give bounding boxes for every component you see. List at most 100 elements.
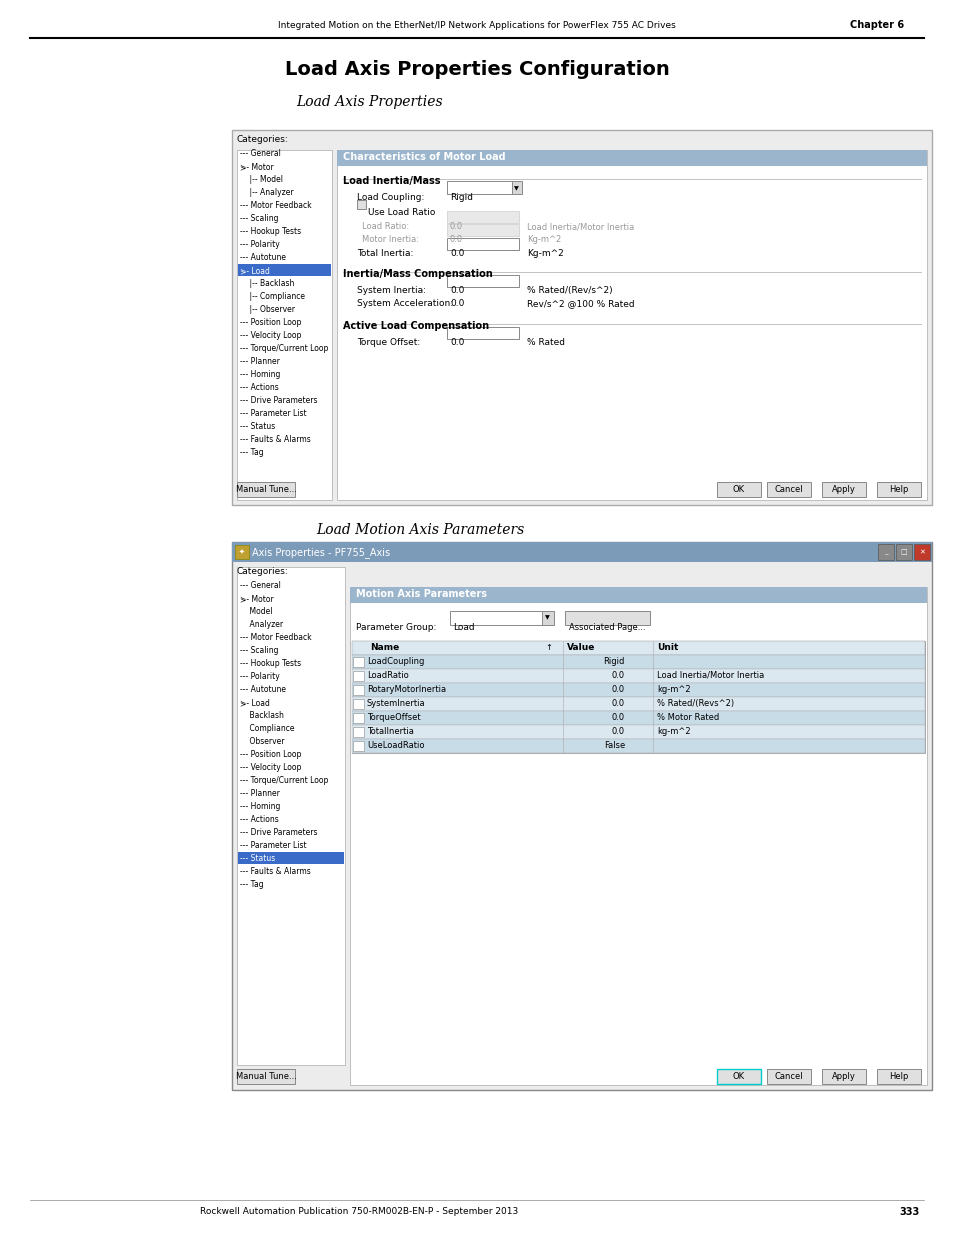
Bar xyxy=(232,130,931,505)
Text: --- Homing: --- Homing xyxy=(240,370,280,379)
Bar xyxy=(717,482,760,496)
Text: Load Motion Axis Parameters: Load Motion Axis Parameters xyxy=(315,522,523,537)
Bar xyxy=(352,739,924,753)
Text: --- Motor Feedback: --- Motor Feedback xyxy=(240,634,312,642)
Text: ▼: ▼ xyxy=(544,615,549,620)
Bar xyxy=(821,482,865,496)
Bar xyxy=(717,1070,760,1084)
Text: --- Velocity Loop: --- Velocity Loop xyxy=(240,763,301,772)
Text: 0.0: 0.0 xyxy=(450,235,462,245)
Text: --- Hookup Tests: --- Hookup Tests xyxy=(240,659,301,668)
Bar xyxy=(353,741,364,751)
Bar xyxy=(352,697,924,711)
Bar xyxy=(236,567,345,1065)
Text: --- Status: --- Status xyxy=(240,422,275,431)
Text: Chapter 6: Chapter 6 xyxy=(849,20,903,30)
Bar xyxy=(447,327,518,338)
Text: ⋟- Load: ⋟- Load xyxy=(240,698,270,706)
Text: % Motor Rated: % Motor Rated xyxy=(657,713,719,722)
Text: --- Drive Parameters: --- Drive Parameters xyxy=(240,396,317,405)
Text: Parameter Group:: Parameter Group: xyxy=(355,622,436,632)
Text: Load Coupling:: Load Coupling: xyxy=(356,193,424,203)
Text: TotalInertia: TotalInertia xyxy=(367,727,414,736)
Text: Use Load Ratio: Use Load Ratio xyxy=(368,207,435,217)
Text: Integrated Motion on the EtherNet/IP Network Applications for PowerFlex 755 AC D: Integrated Motion on the EtherNet/IP Net… xyxy=(278,21,675,30)
Text: False: False xyxy=(603,741,624,750)
Text: Cancel: Cancel xyxy=(774,485,802,494)
Text: ⋟- Motor: ⋟- Motor xyxy=(240,594,274,603)
Text: % Rated: % Rated xyxy=(526,338,564,347)
Bar xyxy=(821,1070,865,1084)
Bar xyxy=(447,182,518,194)
Bar xyxy=(336,149,926,500)
Text: Associated Page...: Associated Page... xyxy=(568,622,644,632)
Bar xyxy=(353,685,364,695)
Text: Name: Name xyxy=(370,643,399,652)
Text: 0.0: 0.0 xyxy=(450,249,464,258)
Bar xyxy=(564,611,649,625)
Text: Motor Inertia:: Motor Inertia: xyxy=(361,235,418,245)
Text: |-- Compliance: |-- Compliance xyxy=(240,291,305,301)
Text: Backlash: Backlash xyxy=(240,711,284,720)
Text: Analyzer: Analyzer xyxy=(240,620,283,629)
Text: 0.0: 0.0 xyxy=(611,713,624,722)
Text: Help: Help xyxy=(888,485,908,494)
Text: _: _ xyxy=(883,550,887,555)
Bar xyxy=(356,200,366,209)
Text: 0.0: 0.0 xyxy=(611,671,624,680)
Bar xyxy=(876,482,920,496)
Text: --- Actions: --- Actions xyxy=(240,383,278,391)
Text: Load: Load xyxy=(453,622,475,632)
Bar xyxy=(350,587,926,1086)
Text: ▼: ▼ xyxy=(514,186,518,191)
Text: --- Actions: --- Actions xyxy=(240,815,278,824)
Text: Inertia/Mass Compensation: Inertia/Mass Compensation xyxy=(343,269,493,279)
Bar xyxy=(353,727,364,737)
Bar xyxy=(353,699,364,709)
Text: --- Status: --- Status xyxy=(240,853,275,863)
Text: ⋟- Load: ⋟- Load xyxy=(240,266,270,275)
Text: --- Tag: --- Tag xyxy=(240,448,263,457)
Text: OK: OK xyxy=(732,485,744,494)
Bar xyxy=(232,542,931,1091)
Text: Observer: Observer xyxy=(240,737,284,746)
Text: --- Drive Parameters: --- Drive Parameters xyxy=(240,827,317,837)
Text: --- Position Loop: --- Position Loop xyxy=(240,317,301,327)
Bar xyxy=(877,543,893,559)
Text: --- Position Loop: --- Position Loop xyxy=(240,750,301,760)
Bar xyxy=(352,655,924,669)
Text: ↑: ↑ xyxy=(544,643,552,652)
Bar xyxy=(237,852,344,864)
Text: Help: Help xyxy=(888,1072,908,1081)
Text: 333: 333 xyxy=(899,1207,919,1216)
Text: % Rated/(Revs^2): % Rated/(Revs^2) xyxy=(657,699,734,708)
Text: --- Planner: --- Planner xyxy=(240,789,279,798)
Text: LoadCoupling: LoadCoupling xyxy=(367,657,424,666)
Bar xyxy=(336,149,926,165)
Bar xyxy=(352,683,924,697)
Text: --- Faults & Alarms: --- Faults & Alarms xyxy=(240,435,311,445)
Text: --- Autotune: --- Autotune xyxy=(240,253,286,262)
Text: --- Parameter List: --- Parameter List xyxy=(240,409,306,417)
Text: Load Inertia/Motor Inertia: Load Inertia/Motor Inertia xyxy=(526,222,634,231)
Bar xyxy=(353,657,364,667)
Text: 0.0: 0.0 xyxy=(450,338,464,347)
Text: Manual Tune...: Manual Tune... xyxy=(235,485,296,494)
Bar xyxy=(447,275,518,287)
Text: --- Homing: --- Homing xyxy=(240,802,280,811)
Text: Value: Value xyxy=(566,643,595,652)
Bar xyxy=(352,725,924,739)
Bar xyxy=(352,641,924,655)
Text: Torque Offset:: Torque Offset: xyxy=(356,338,420,347)
Text: Load Inertia/Motor Inertia: Load Inertia/Motor Inertia xyxy=(657,671,763,680)
Bar xyxy=(234,545,249,559)
Bar xyxy=(236,149,332,500)
Bar xyxy=(541,611,554,625)
Text: |-- Model: |-- Model xyxy=(240,175,283,184)
Text: Kg-m^2: Kg-m^2 xyxy=(526,235,560,245)
Bar xyxy=(913,543,929,559)
Bar xyxy=(450,611,550,625)
Text: Rigid: Rigid xyxy=(450,193,473,203)
Bar xyxy=(237,264,331,275)
Text: --- Tag: --- Tag xyxy=(240,881,263,889)
